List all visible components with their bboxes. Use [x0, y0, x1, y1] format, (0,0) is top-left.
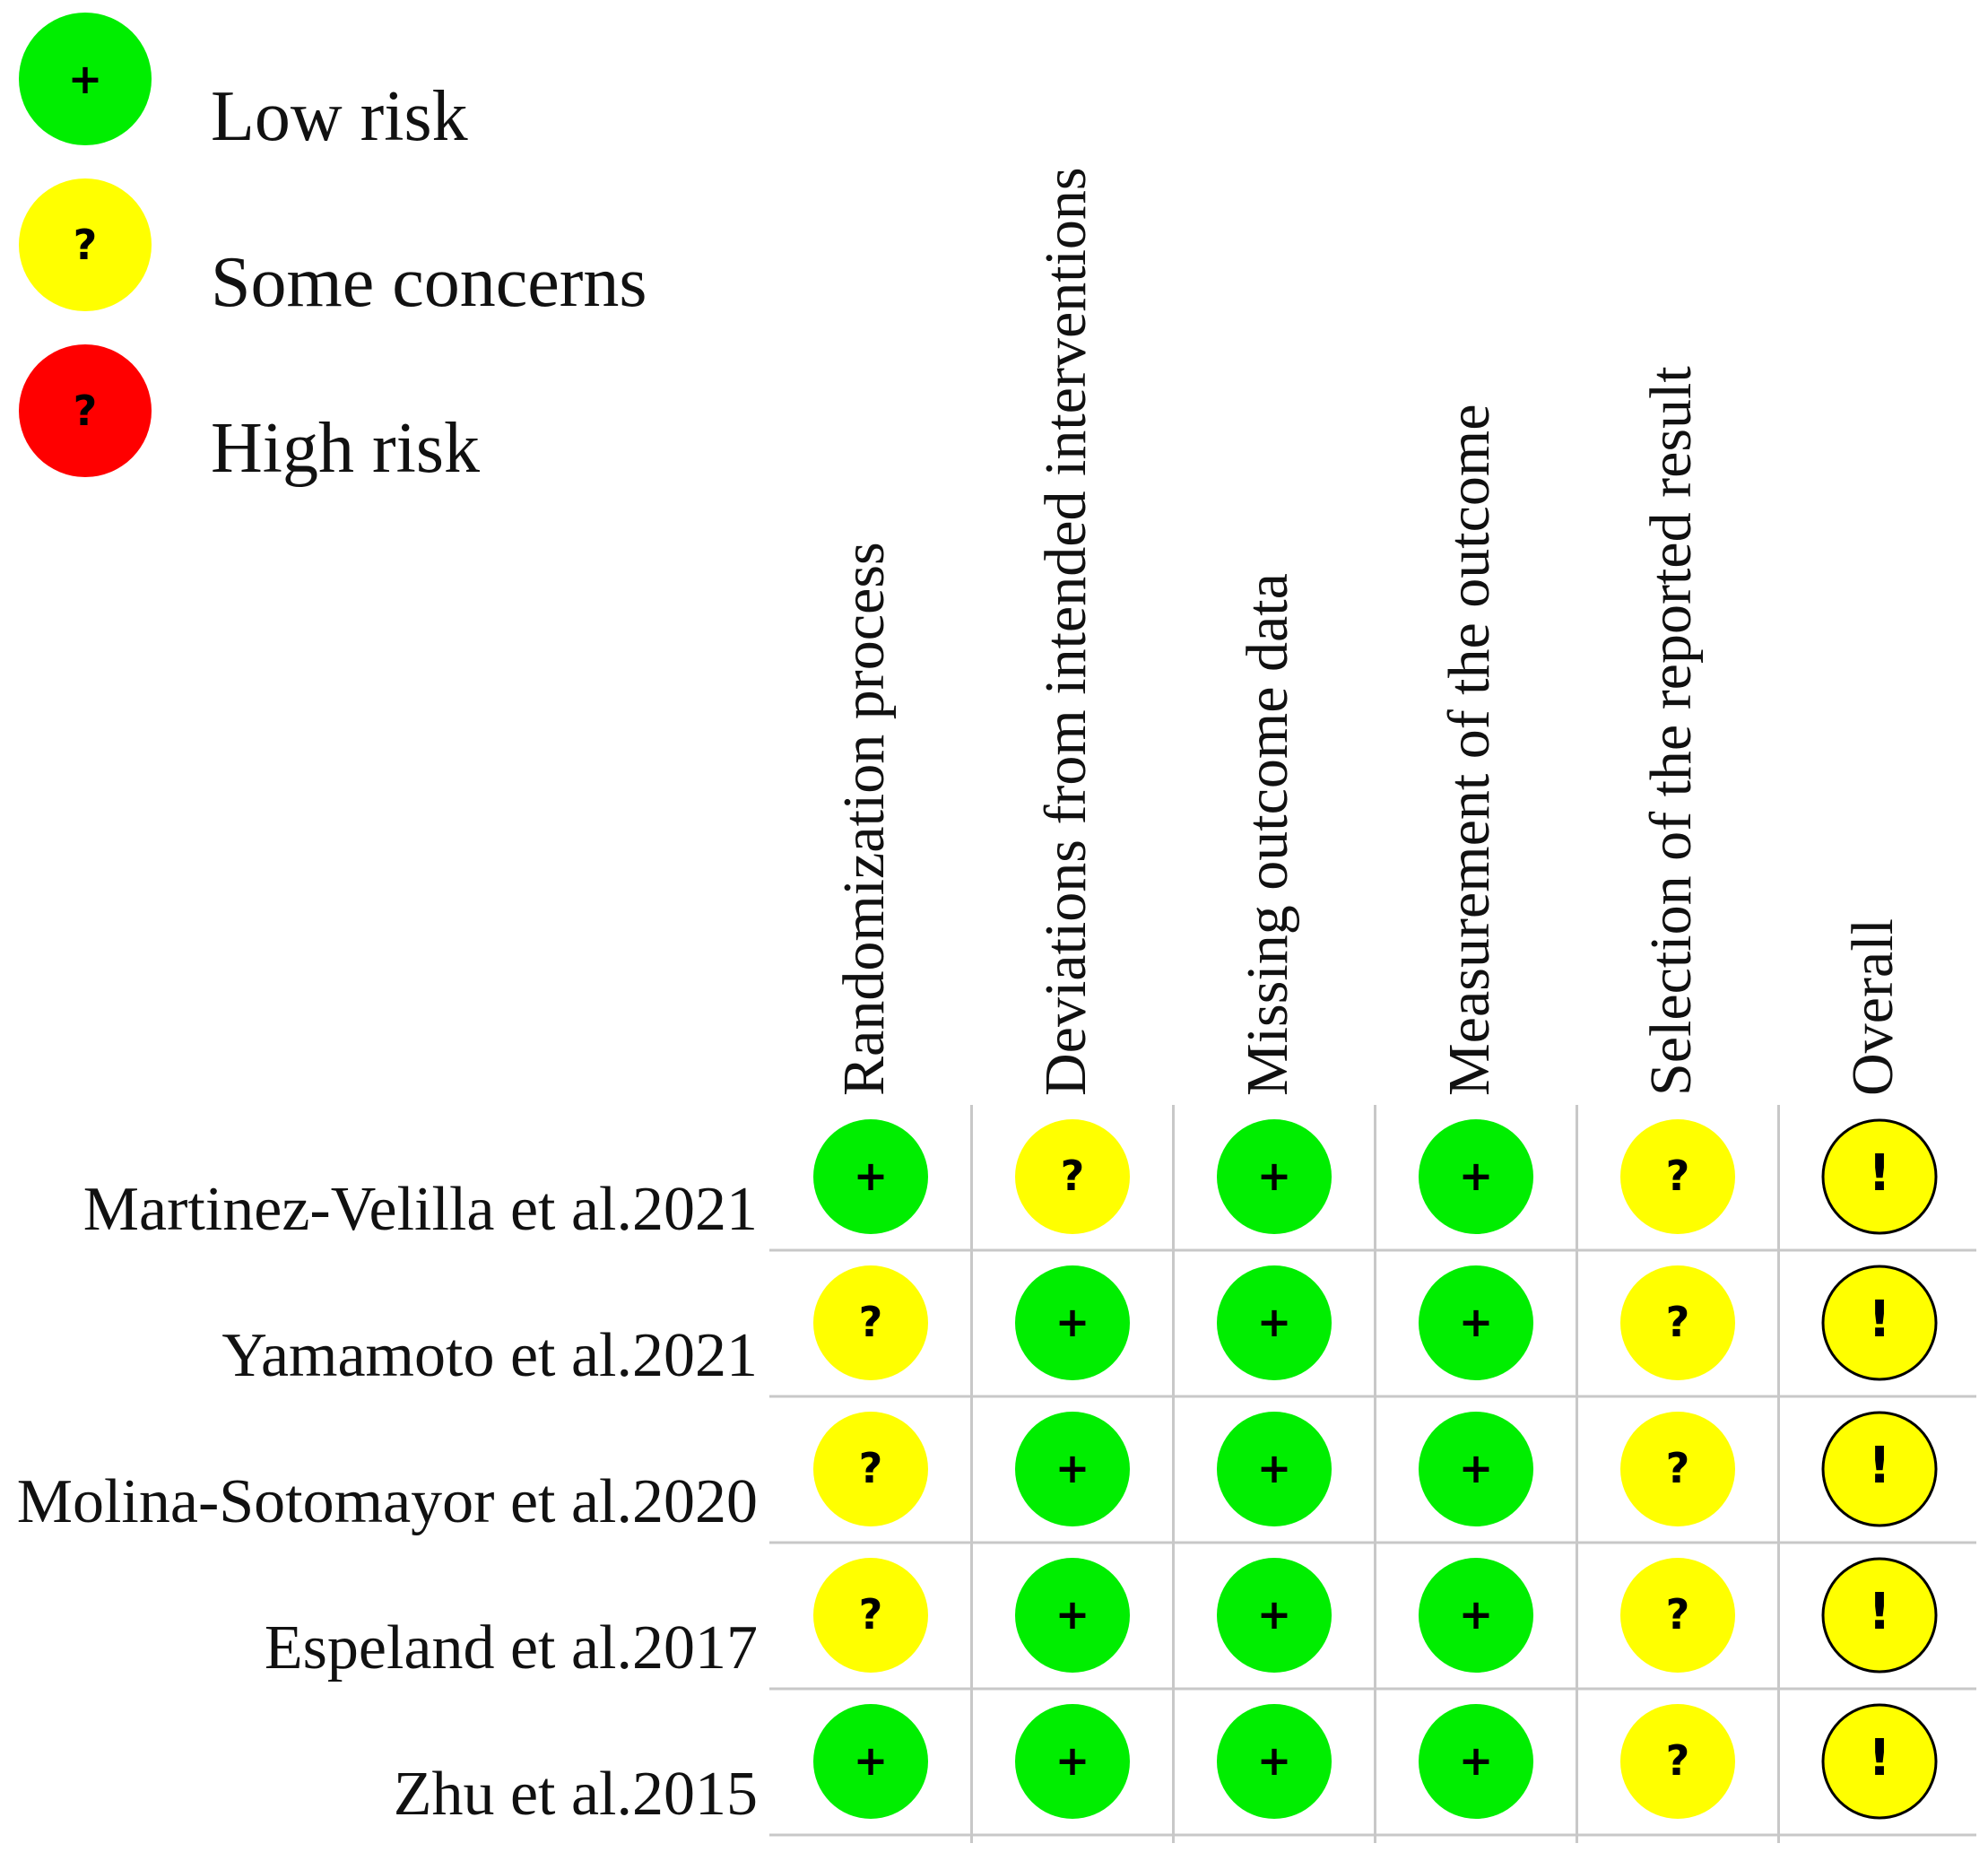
risk-dot-low: + — [1015, 1412, 1130, 1526]
column-header-6: Overall — [1840, 918, 1906, 1096]
legend-dot-some: ? — [19, 178, 152, 311]
column-header-5: Selection of the reported result — [1638, 366, 1704, 1096]
column-header-4: Measurement of the outcome — [1437, 404, 1502, 1096]
risk-symbol: + — [1257, 1590, 1292, 1639]
risk-symbol: ! — [1868, 1144, 1891, 1203]
risk-dot-low: + — [1217, 1412, 1332, 1526]
risk-dot-low: + — [1419, 1704, 1533, 1819]
legend-dot-high: ? — [19, 344, 152, 477]
risk-symbol: + — [1257, 1298, 1292, 1346]
legend-label-low: Low risk — [211, 77, 468, 156]
risk-symbol: + — [1459, 1590, 1494, 1639]
risk-symbol: + — [1459, 1736, 1494, 1785]
risk-dot-some: ? — [1015, 1119, 1130, 1234]
risk-symbol: + — [1055, 1444, 1090, 1492]
risk-dot-some: ? — [1620, 1119, 1735, 1234]
risk-symbol: ? — [859, 1590, 883, 1639]
risk-dot-some: ? — [1620, 1412, 1735, 1526]
risk-symbol: + — [1055, 1736, 1090, 1785]
legend-label-high: High risk — [211, 409, 480, 488]
risk-symbol: ? — [1666, 1736, 1690, 1785]
risk-dot-low: + — [1419, 1412, 1533, 1526]
risk-symbol: ! — [1868, 1729, 1891, 1787]
risk-dot-some: ? — [1620, 1558, 1735, 1673]
risk-dot-low: + — [1015, 1265, 1130, 1380]
risk-symbol: + — [854, 1736, 889, 1785]
column-header-2: Deviations from intended interventions — [1033, 167, 1098, 1096]
risk-dot-overall-some: ! — [1821, 1411, 1938, 1527]
risk-symbol: ? — [859, 1298, 883, 1346]
column-header-3: Missing outcome data — [1235, 573, 1300, 1096]
risk-symbol: ? — [1666, 1590, 1690, 1639]
risk-symbol: + — [1257, 1444, 1292, 1492]
risk-symbol: + — [1459, 1444, 1494, 1492]
risk-dot-overall-some: ! — [1821, 1703, 1938, 1820]
column-header-1: Randomization process — [831, 542, 897, 1096]
risk-dot-overall-some: ! — [1821, 1118, 1938, 1235]
risk-dot-low: + — [1015, 1704, 1130, 1819]
risk-symbol: + — [1459, 1298, 1494, 1346]
risk-dot-some: ? — [813, 1265, 928, 1380]
study-label: Martinez-Velilla et al.2021 — [82, 1175, 758, 1244]
risk-symbol: ! — [1868, 1583, 1891, 1641]
risk-dot-overall-some: ! — [1821, 1265, 1938, 1381]
legend-symbol-low: + — [68, 55, 103, 103]
risk-symbol: ! — [1868, 1437, 1891, 1495]
legend-dot-low: + — [19, 13, 152, 145]
risk-dot-low: + — [1217, 1119, 1332, 1234]
risk-symbol: + — [1257, 1152, 1292, 1200]
risk-dot-some: ? — [813, 1412, 928, 1526]
risk-dot-low: + — [1419, 1558, 1533, 1673]
risk-dot-low: + — [813, 1704, 928, 1819]
risk-symbol: + — [854, 1152, 889, 1200]
risk-symbol: ? — [1666, 1298, 1690, 1346]
risk-dot-low: + — [1419, 1265, 1533, 1380]
risk-dot-some: ? — [1620, 1265, 1735, 1380]
risk-symbol: ? — [1666, 1444, 1690, 1492]
risk-symbol: + — [1055, 1298, 1090, 1346]
risk-symbol: ? — [859, 1444, 883, 1492]
risk-symbol: + — [1055, 1590, 1090, 1639]
risk-dot-some: ? — [813, 1558, 928, 1673]
risk-symbol: + — [1459, 1152, 1494, 1200]
risk-dot-low: + — [1217, 1704, 1332, 1819]
study-label: Espeland et al.2017 — [264, 1613, 758, 1682]
risk-symbol: ? — [1061, 1152, 1085, 1200]
study-label: Zhu et al.2015 — [393, 1760, 758, 1829]
risk-symbol: + — [1257, 1736, 1292, 1785]
risk-symbol: ! — [1868, 1291, 1891, 1349]
risk-dot-low: + — [1217, 1265, 1332, 1380]
legend-symbol-high: ? — [74, 387, 98, 435]
risk-symbol: ? — [1666, 1152, 1690, 1200]
risk-dot-some: ? — [1620, 1704, 1735, 1819]
risk-dot-low: + — [1217, 1558, 1332, 1673]
study-label: Yamamoto et al.2021 — [221, 1321, 758, 1390]
legend-label-some: Some concerns — [211, 243, 647, 322]
risk-dot-low: + — [1015, 1558, 1130, 1673]
study-label: Molina-Sotomayor et al.2020 — [16, 1467, 758, 1536]
risk-dot-low: + — [813, 1119, 928, 1234]
risk-dot-low: + — [1419, 1119, 1533, 1234]
legend-symbol-some: ? — [74, 221, 98, 269]
risk-dot-overall-some: ! — [1821, 1557, 1938, 1674]
